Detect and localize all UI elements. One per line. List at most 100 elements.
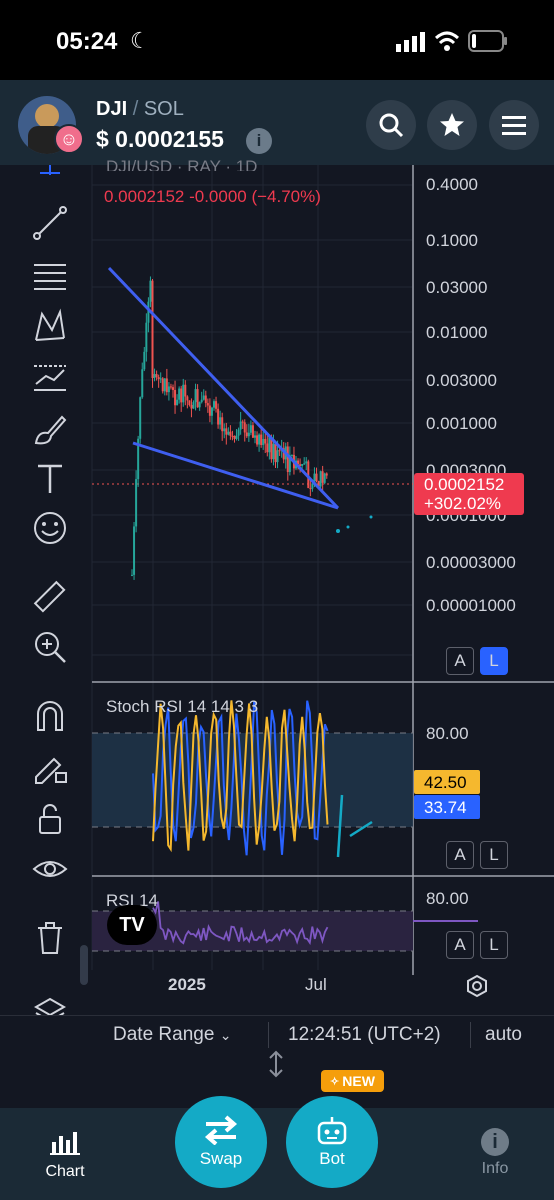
- candle: [235, 435, 238, 439]
- brush-tool[interactable]: [32, 411, 68, 447]
- ruler-tool[interactable]: [32, 579, 68, 615]
- candle: [229, 431, 232, 436]
- candle: [251, 425, 254, 438]
- candle: [206, 403, 209, 406]
- resize-handle-icon[interactable]: [266, 1050, 286, 1078]
- menu-button[interactable]: [489, 100, 539, 150]
- candle: [286, 446, 289, 473]
- candle: [137, 438, 140, 480]
- auto-scale-button[interactable]: A: [446, 841, 474, 869]
- toolbar-scrollbar[interactable]: [80, 945, 88, 985]
- eye-icon[interactable]: [32, 851, 68, 887]
- candle: [198, 402, 201, 408]
- price-axis-label: 0.001000: [426, 414, 497, 433]
- candle: [221, 417, 224, 432]
- bot-button[interactable]: Bot: [286, 1096, 378, 1188]
- lock-drawing-tool[interactable]: [32, 749, 68, 785]
- stoch-level-label: 80.00: [426, 724, 469, 743]
- candle: [321, 471, 324, 483]
- candle: [159, 378, 162, 380]
- log-scale-button[interactable]: L: [480, 647, 508, 675]
- candle: [165, 378, 168, 393]
- timezone-clock[interactable]: 12:24:51 (UTC+2): [288, 1024, 441, 1045]
- candle: [276, 450, 279, 463]
- swap-arrows-icon: [204, 1115, 238, 1145]
- candle: [182, 384, 185, 403]
- pattern-tool[interactable]: [32, 308, 68, 344]
- candle: [258, 434, 261, 445]
- lower-trendline: [132, 441, 339, 510]
- candle: [247, 432, 250, 437]
- candle: [260, 434, 263, 446]
- favorite-button[interactable]: [427, 100, 477, 150]
- stoch-k-badge: 42.50: [414, 770, 480, 794]
- candle: [149, 280, 152, 302]
- price-axis-label: 0.4000: [426, 175, 478, 194]
- status-time: 05:24: [56, 28, 118, 55]
- candle: [194, 389, 197, 403]
- candle: [319, 471, 322, 487]
- tradingview-logo: TV: [107, 905, 157, 945]
- crosshair-tool[interactable]: [32, 165, 68, 201]
- candle: [145, 322, 148, 352]
- settings-hex-icon[interactable]: [465, 974, 489, 998]
- candle: [270, 437, 273, 460]
- candle: [299, 464, 302, 466]
- forecast-tool[interactable]: [32, 360, 68, 396]
- bottom-tab-bar: Chart i Info: [0, 1108, 554, 1200]
- candle: [241, 421, 244, 423]
- candle: [176, 399, 179, 406]
- magnet-tool[interactable]: [32, 698, 68, 734]
- hamburger-icon: [502, 116, 526, 135]
- swap-button[interactable]: Swap: [175, 1096, 267, 1188]
- tab-chart[interactable]: Chart: [40, 1128, 90, 1181]
- unlock-icon[interactable]: [32, 801, 68, 837]
- candle: [311, 483, 314, 489]
- candle: [305, 461, 308, 464]
- candle: [243, 422, 246, 433]
- candle: [217, 408, 220, 425]
- candle: [208, 405, 211, 416]
- candle: [167, 386, 170, 393]
- fib-tool[interactable]: [32, 257, 68, 293]
- wifi-icon: [434, 31, 460, 51]
- upper-trendline: [107, 266, 340, 510]
- trendline-tool[interactable]: [32, 205, 68, 241]
- info-icon[interactable]: i: [246, 128, 272, 154]
- tab-info[interactable]: i Info: [467, 1128, 523, 1178]
- drawing-toolbar: [18, 165, 80, 1035]
- auto-scale-toggle[interactable]: auto: [485, 1024, 522, 1045]
- candle: [297, 460, 300, 465]
- emoji-tool[interactable]: [32, 510, 68, 546]
- candle: [161, 378, 164, 392]
- auto-scale-button[interactable]: A: [446, 931, 474, 959]
- battery-icon: [468, 30, 507, 52]
- x-axis-label: Jul: [305, 975, 327, 994]
- trash-icon[interactable]: [32, 920, 68, 956]
- text-tool[interactable]: [32, 461, 68, 497]
- signal-icon: [396, 32, 425, 52]
- candle: [264, 438, 267, 444]
- candle: [309, 488, 312, 490]
- date-range-button[interactable]: Date Range ⌄: [113, 1024, 232, 1045]
- candle: [233, 435, 236, 439]
- search-button[interactable]: [366, 100, 416, 150]
- star-icon: [440, 113, 464, 136]
- candle: [278, 450, 281, 452]
- price-axis-label: 0.01000: [426, 323, 488, 342]
- log-scale-button[interactable]: L: [480, 841, 508, 869]
- zoom-in-tool[interactable]: [32, 629, 68, 665]
- auto-scale-button[interactable]: A: [446, 647, 474, 675]
- current-price-badge: 0.0002152 +302.02%: [414, 473, 524, 515]
- candle: [323, 473, 326, 483]
- stoch-rsi-title: Stoch RSI 14 14 3 3: [106, 697, 259, 716]
- candle: [237, 429, 240, 436]
- candle: [268, 437, 271, 453]
- candle: [163, 378, 166, 392]
- candle: [133, 526, 136, 575]
- price-axis-label: 0.00003000: [426, 553, 516, 572]
- log-scale-button[interactable]: L: [480, 931, 508, 959]
- candle: [157, 377, 160, 379]
- candle: [274, 443, 277, 463]
- candle: [151, 280, 154, 379]
